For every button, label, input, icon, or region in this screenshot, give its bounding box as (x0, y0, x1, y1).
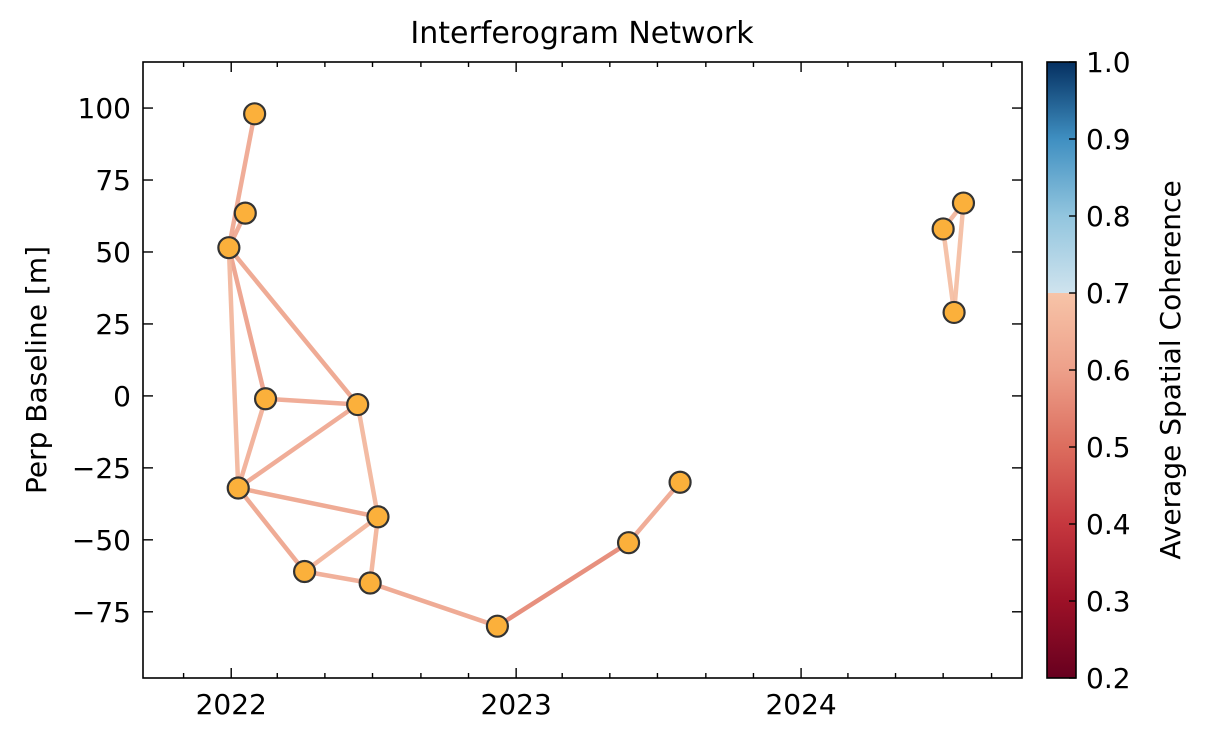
colorbar: 0.2 0.3 0.4 0.5 0.6 0.7 0.8 0.9 1.0 (1046, 46, 1131, 695)
y-axis-ticks: 100 75 50 25 0 −25 −50 −75 (72, 92, 1022, 629)
acquisition-point (292, 559, 317, 584)
interferogram-edge (367, 580, 500, 629)
plot-background (143, 62, 1022, 678)
acquisition-point (485, 614, 510, 638)
interferogram-edge (626, 480, 683, 545)
interferogram-edge (226, 245, 268, 402)
interferogram-edge (495, 540, 631, 629)
y-tick-label: −50 (72, 524, 131, 557)
plot-frame (142, 61, 1023, 679)
colorbar-tick-label: 0.3 (1086, 585, 1131, 618)
x-tick-label: 2024 (765, 688, 836, 721)
y-tick-label: 0 (113, 380, 131, 413)
acquisition-point (233, 201, 257, 225)
colorbar-tick-label: 0.9 (1086, 123, 1131, 156)
acquisition-point (358, 571, 382, 595)
colorbar-tick-label: 1.0 (1086, 46, 1131, 79)
colorbar-tick-label: 0.2 (1086, 662, 1131, 695)
y-tick-label: 25 (95, 308, 131, 341)
colorbar-tick-label: 0.6 (1086, 354, 1131, 387)
interferogram-edge (235, 402, 360, 491)
interferogram-edge (302, 514, 381, 574)
interferogram-edge (940, 226, 957, 315)
colorbar-label: Average Spatial Coherence (1154, 180, 1187, 559)
y-tick-label: −25 (72, 452, 131, 485)
interferogram-edge (951, 200, 966, 315)
acquisition-point (217, 236, 241, 260)
interferogram-edge (263, 396, 360, 407)
interferogram-edge (235, 396, 268, 491)
acquisition-point (366, 505, 390, 529)
acquisition-point (616, 531, 641, 555)
x-tick-label: 2023 (481, 688, 552, 721)
acquisition-point (226, 476, 250, 500)
plot-area: 2022 2023 2024 100 75 50 25 0 −25 −50 −75 (72, 61, 1023, 721)
colorbar-tick-label: 0.5 (1086, 431, 1131, 464)
interferogram-edge (226, 245, 241, 491)
x-tick-label: 2022 (196, 688, 267, 721)
acquisition-point (668, 470, 692, 494)
interferogram-edge (235, 485, 307, 574)
acquisition-points (217, 102, 976, 638)
interferogram-edge (235, 485, 381, 520)
interferogram-edge (226, 245, 360, 407)
y-tick-label: 75 (95, 164, 131, 197)
acquisition-point (931, 217, 955, 241)
chart-title: Interferogram Network (410, 16, 754, 51)
acquisition-point (346, 392, 370, 417)
colorbar-tick-label: 0.8 (1086, 200, 1131, 233)
colorbar-ticks: 0.2 0.3 0.4 0.5 0.6 0.7 0.8 0.9 1.0 (1069, 46, 1131, 695)
y-axis-label: Perp Baseline [m] (20, 246, 53, 494)
y-tick-label: 50 (95, 236, 131, 269)
colorbar-tick-label: 0.7 (1086, 277, 1131, 310)
colorbar-tick-label: 0.4 (1086, 508, 1131, 541)
acquisition-point (951, 191, 976, 215)
y-tick-label: −75 (72, 596, 131, 629)
acquisition-point (942, 300, 966, 325)
interferogram-edge (226, 111, 257, 250)
acquisition-point (253, 387, 278, 411)
y-tick-label: 100 (78, 92, 131, 125)
interferogram-edge (355, 402, 381, 520)
acquisition-point (243, 102, 267, 126)
x-axis-ticks: 2022 2023 2024 (182, 62, 993, 721)
